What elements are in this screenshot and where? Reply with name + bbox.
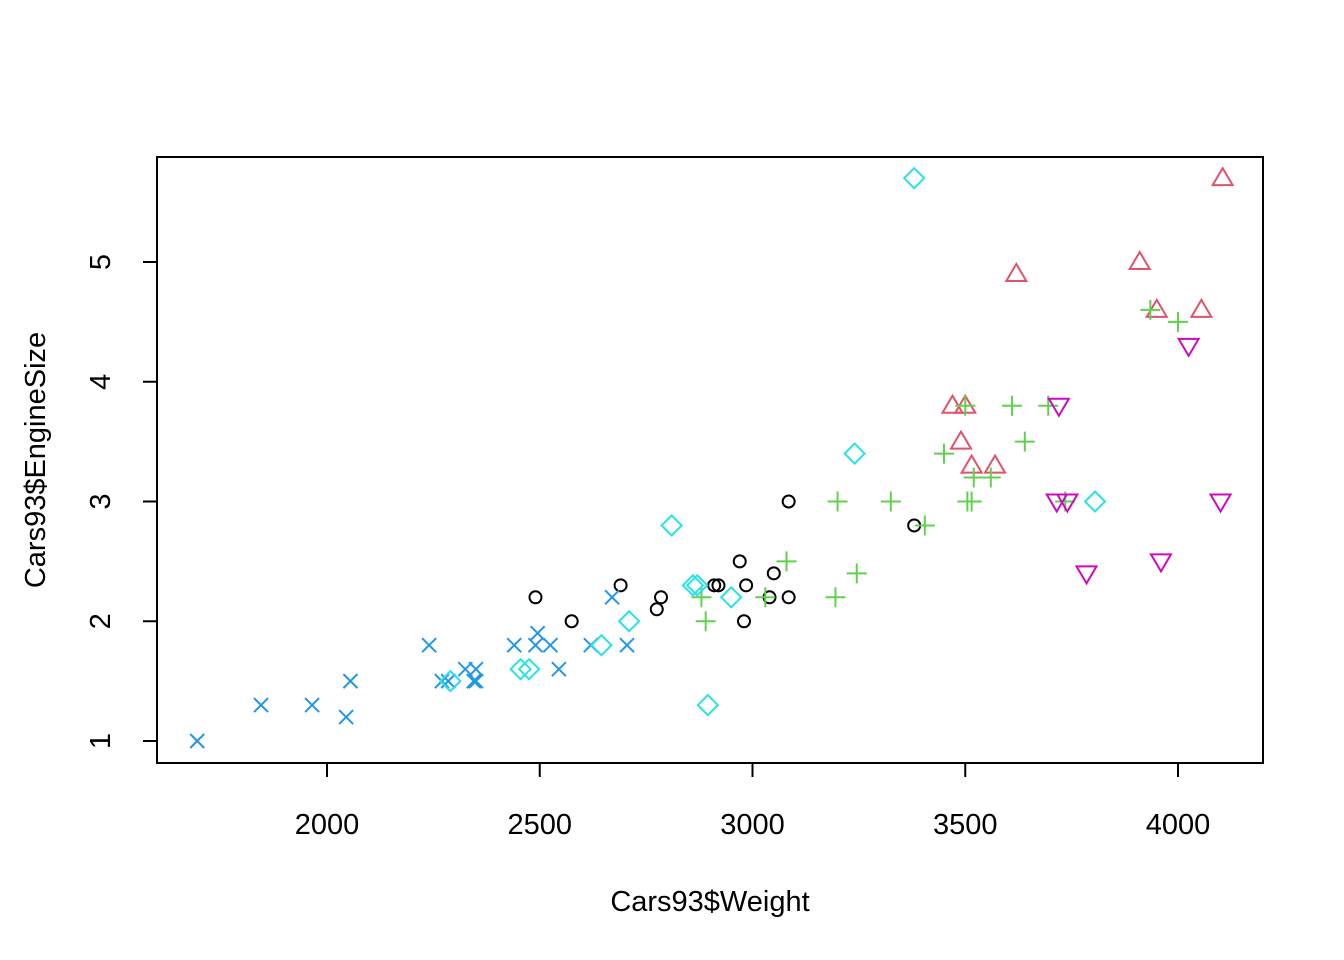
data-point-plus — [1014, 431, 1035, 452]
data-point-circle — [732, 554, 747, 569]
data-point-circle — [564, 614, 579, 629]
data-point-circle — [649, 602, 664, 617]
data-point-x — [466, 673, 482, 689]
y-tick-label: 1 — [85, 733, 117, 749]
data-point-circle — [781, 590, 796, 605]
data-point-x — [440, 673, 456, 689]
data-point-diamond — [681, 573, 705, 597]
data-point-x — [342, 673, 359, 689]
data-point-triangle — [1144, 297, 1169, 318]
data-point-down-triangle — [1074, 565, 1099, 586]
data-point-diamond — [685, 573, 709, 597]
data-point-circle — [711, 578, 726, 593]
data-point-down-triangle — [1047, 397, 1071, 418]
data-point-plus — [827, 491, 848, 512]
y-tick-label: 5 — [85, 254, 117, 270]
data-point-diamond — [1083, 490, 1107, 513]
data-point-diamond — [438, 669, 462, 693]
data-point-x — [253, 697, 269, 713]
data-point-x — [551, 661, 567, 677]
data-point-triangle — [949, 429, 973, 450]
data-point-diamond — [509, 657, 533, 681]
data-point-circle — [613, 578, 628, 593]
y-axis: 1 2 3 4 5 — [85, 254, 158, 749]
x-tick-label: 2000 — [295, 809, 360, 841]
data-point-plus — [776, 551, 797, 572]
data-point-x — [506, 637, 522, 653]
data-point-plus — [695, 611, 716, 632]
data-point-diamond — [517, 657, 541, 681]
data-point-x — [604, 589, 620, 606]
data-point-diamond — [843, 442, 867, 466]
data-point-diamond — [660, 514, 684, 537]
y-axis-title: Cars93$EngineSize — [20, 332, 52, 588]
data-point-plus — [880, 491, 901, 512]
data-point-plus — [1002, 395, 1023, 416]
data-point-diamond — [617, 609, 641, 633]
data-point-plus — [963, 467, 984, 488]
data-point-circle — [654, 590, 669, 605]
data-point-x — [338, 709, 354, 725]
x-axis: 2000 2500 3000 3500 4000 — [295, 762, 1211, 841]
data-point-x — [542, 637, 559, 653]
data-point-circle — [739, 578, 754, 593]
y-tick-label: 2 — [85, 613, 117, 629]
data-point-triangle — [983, 453, 1007, 474]
data-point-x — [619, 637, 635, 653]
data-point-plus — [755, 587, 776, 608]
x-tick-label: 3500 — [933, 809, 998, 841]
data-points — [189, 166, 1235, 749]
data-point-x — [468, 661, 484, 677]
data-point-triangle — [1127, 250, 1152, 270]
data-point-plus — [980, 467, 1001, 488]
y-tick-label: 3 — [85, 493, 117, 509]
data-point-circle — [736, 614, 751, 629]
data-point-triangle — [1004, 262, 1029, 282]
x-axis-title: Cars93$Weight — [610, 886, 809, 918]
data-point-triangle — [959, 453, 984, 474]
data-point-down-triangle — [1176, 337, 1201, 358]
data-point-plus — [955, 395, 976, 416]
data-point-x — [421, 637, 437, 653]
data-point-plus — [961, 491, 982, 512]
x-tick-label: 4000 — [1146, 809, 1211, 841]
x-tick-label: 3000 — [720, 809, 785, 841]
data-point-circle — [528, 590, 543, 605]
data-point-diamond — [719, 585, 743, 609]
data-point-plus — [846, 563, 867, 584]
data-point-triangle — [1189, 297, 1214, 318]
data-point-diamond — [696, 693, 720, 717]
data-point-circle — [781, 494, 796, 509]
data-point-down-triangle — [1208, 493, 1233, 514]
x-tick-label: 2500 — [507, 809, 572, 841]
data-point-down-triangle — [1044, 493, 1069, 514]
data-point-triangle — [1210, 166, 1235, 187]
data-point-diamond — [590, 633, 613, 657]
data-point-x — [189, 733, 205, 749]
data-point-circle — [766, 566, 781, 581]
y-tick-label: 4 — [85, 374, 117, 390]
data-point-plus — [933, 443, 954, 464]
data-point-x — [529, 625, 546, 641]
data-point-down-triangle — [1149, 553, 1173, 574]
data-point-down-triangle — [1055, 493, 1080, 514]
data-point-plus — [914, 515, 935, 536]
data-point-plus — [825, 587, 846, 608]
data-point-plus — [1140, 299, 1161, 320]
data-point-plus — [1168, 311, 1188, 332]
data-point-x — [527, 637, 544, 653]
plot-frame — [156, 156, 1264, 764]
data-point-diamond — [902, 166, 926, 190]
data-point-x — [468, 673, 484, 689]
data-point-triangle — [940, 393, 965, 414]
data-point-x — [434, 673, 450, 689]
data-point-x — [304, 697, 320, 713]
